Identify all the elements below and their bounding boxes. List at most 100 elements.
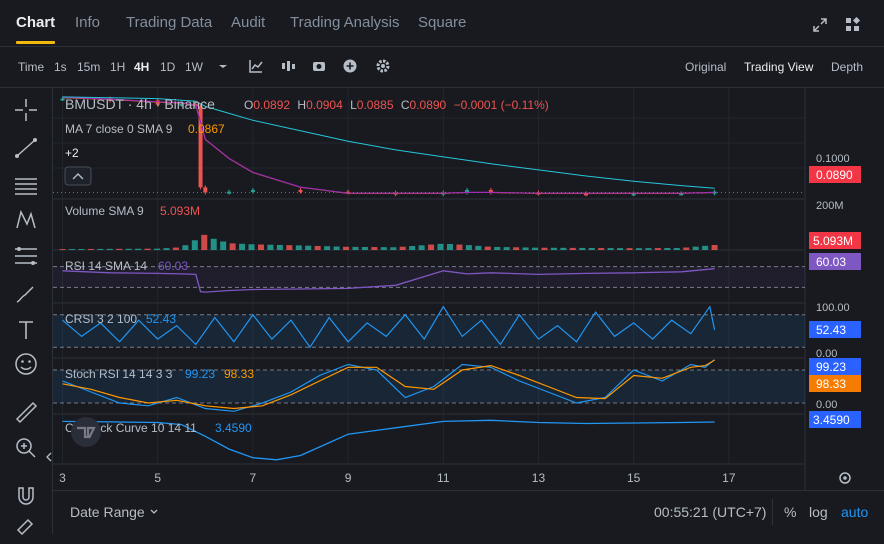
volume-bar bbox=[305, 245, 312, 250]
interval-1h[interactable]: 1H bbox=[110, 60, 126, 74]
trend-line-icon[interactable] bbox=[12, 134, 40, 162]
volume-bar bbox=[371, 247, 378, 250]
interval-15m[interactable]: 15m bbox=[77, 60, 101, 74]
chevron-down-icon[interactable] bbox=[215, 58, 231, 74]
clock-readout[interactable]: 00:55:21 (UTC+7) bbox=[654, 504, 767, 520]
volume-bar bbox=[437, 243, 444, 250]
tab-audit[interactable]: Audit bbox=[231, 14, 266, 31]
tab-info[interactable]: Info bbox=[75, 14, 101, 31]
tab-chart[interactable]: Chart bbox=[16, 14, 56, 44]
volume-bar bbox=[106, 248, 113, 250]
volume-legend-value: 5.093M bbox=[160, 204, 200, 218]
price-candle bbox=[465, 189, 470, 193]
interval-4h[interactable]: 4H bbox=[134, 60, 150, 74]
gear-icon[interactable] bbox=[375, 58, 391, 74]
volume-bar bbox=[361, 246, 368, 250]
x-tick-label: 5 bbox=[154, 471, 161, 485]
pattern-icon[interactable] bbox=[12, 206, 40, 234]
tab-trading-data[interactable]: Trading Data bbox=[126, 14, 213, 31]
indicator-chart-icon[interactable] bbox=[248, 58, 264, 74]
volume-bar bbox=[59, 249, 66, 250]
price-candle bbox=[631, 193, 636, 196]
volume-bar bbox=[116, 248, 123, 250]
rsi-tag: 60.03 bbox=[809, 253, 861, 270]
text-icon[interactable] bbox=[12, 316, 40, 344]
volume-bar bbox=[541, 247, 548, 250]
horizontal-lines-icon[interactable] bbox=[12, 172, 40, 200]
grid-layout-icon[interactable] bbox=[845, 17, 861, 33]
chart-canvas[interactable]: BMUSDT · 4h · Binance O0.0892 H0.0904 L0… bbox=[53, 88, 884, 490]
volume-bar bbox=[409, 246, 416, 250]
volume-tag-value: 5.093M bbox=[813, 234, 853, 248]
time-label[interactable]: Time bbox=[18, 60, 45, 74]
chevron-down-icon[interactable] bbox=[149, 507, 159, 517]
date-range-button[interactable]: Date Range bbox=[70, 504, 145, 520]
volume-bar bbox=[560, 247, 567, 250]
lock-drawing-icon[interactable] bbox=[12, 516, 40, 544]
candle-type-icon[interactable] bbox=[280, 58, 296, 74]
view-depth[interactable]: Depth bbox=[831, 60, 864, 74]
ohlc-close: 0.0890 bbox=[410, 98, 447, 112]
interval-1w[interactable]: 1W bbox=[185, 60, 203, 74]
tv-logo bbox=[71, 417, 101, 447]
bottom-divider bbox=[772, 499, 773, 525]
price-candle bbox=[198, 106, 203, 188]
volume-bar bbox=[579, 247, 586, 250]
volume-bar bbox=[352, 246, 359, 250]
coppock-tag-value: 3.4590 bbox=[813, 413, 850, 427]
interval-1s[interactable]: 1s bbox=[54, 60, 67, 74]
x-tick-label: 9 bbox=[345, 471, 352, 485]
brush-icon[interactable] bbox=[12, 280, 40, 308]
volume-bar bbox=[239, 243, 246, 250]
more-indicators-count[interactable]: +2 bbox=[65, 146, 79, 160]
price-candle bbox=[250, 189, 255, 192]
price-candle bbox=[60, 98, 65, 101]
stoch-k-line bbox=[62, 359, 715, 412]
volume-bar bbox=[475, 245, 482, 250]
chart-grid bbox=[53, 88, 805, 464]
price-candle bbox=[298, 189, 303, 192]
interval-1d[interactable]: 1D bbox=[160, 60, 176, 74]
emoji-icon[interactable] bbox=[12, 350, 40, 378]
volume-bar bbox=[314, 245, 321, 250]
ruler-icon[interactable] bbox=[12, 398, 40, 426]
view-trading-view[interactable]: Trading View bbox=[744, 60, 814, 74]
log-toggle[interactable]: log bbox=[809, 504, 828, 520]
collapse-chevron-icon[interactable] bbox=[45, 450, 53, 464]
volume-bar bbox=[380, 247, 387, 250]
ohlc-high: 0.0904 bbox=[306, 98, 343, 112]
volume-bar bbox=[645, 248, 652, 250]
x-tick-label: 11 bbox=[437, 471, 450, 485]
volume-bar bbox=[163, 248, 170, 250]
zoom-in-icon[interactable] bbox=[12, 434, 40, 462]
collapse-legend-button[interactable] bbox=[64, 166, 92, 186]
tab-trading-analysis[interactable]: Trading Analysis bbox=[290, 14, 400, 31]
chevron-up-icon bbox=[72, 173, 84, 180]
ohlc-h-label: H bbox=[297, 98, 306, 112]
view-original[interactable]: Original bbox=[685, 60, 727, 74]
stoch-k-tag-value: 99.23 bbox=[816, 360, 846, 374]
axis-settings-icon[interactable] bbox=[839, 472, 851, 484]
chart-toolbar: Time 1s 15m 1H 4H 1D 1W Original Trading… bbox=[0, 47, 884, 88]
volume-bar bbox=[683, 247, 690, 250]
sma-line bbox=[62, 96, 715, 194]
crsi-tag-value: 52.43 bbox=[816, 323, 846, 337]
crsi-line bbox=[62, 305, 716, 349]
x-tick-label: 17 bbox=[722, 471, 736, 485]
percent-toggle[interactable]: % bbox=[784, 504, 797, 520]
auto-toggle[interactable]: auto bbox=[841, 504, 869, 520]
volume-bar bbox=[588, 247, 595, 250]
ohlc-o-label: O bbox=[244, 98, 253, 112]
add-icon[interactable] bbox=[342, 58, 358, 74]
crosshair-icon[interactable] bbox=[12, 96, 40, 124]
expand-icon[interactable] bbox=[812, 17, 828, 33]
fib-icon[interactable] bbox=[12, 242, 40, 270]
tab-square[interactable]: Square bbox=[418, 14, 467, 31]
price-candle bbox=[179, 103, 184, 106]
volume-bar bbox=[702, 245, 709, 250]
volume-bar bbox=[97, 248, 104, 250]
volume-bar bbox=[248, 244, 255, 250]
volume-bar bbox=[532, 247, 539, 250]
magnet-icon[interactable] bbox=[12, 482, 40, 510]
camera-icon[interactable] bbox=[311, 58, 327, 74]
